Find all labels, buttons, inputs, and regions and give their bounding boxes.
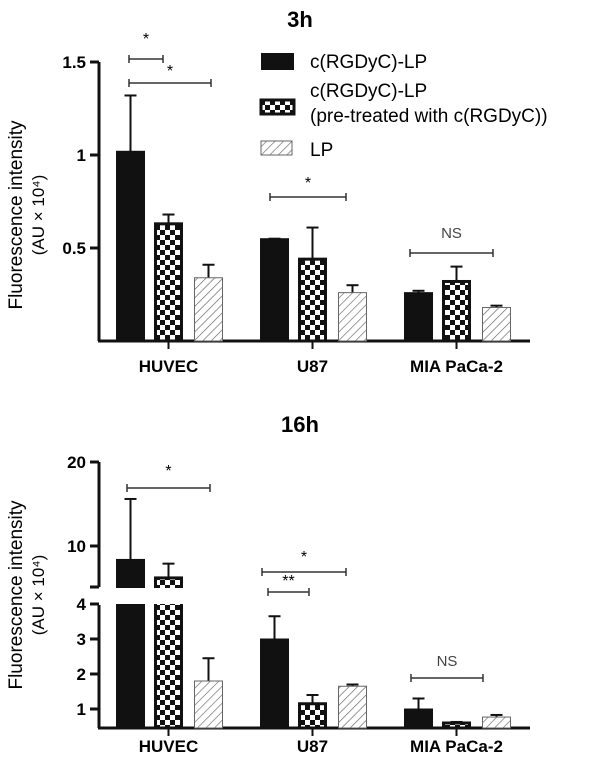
bar bbox=[194, 680, 223, 729]
y-tick-label: 1 bbox=[77, 700, 86, 719]
x-category-label: HUVEC bbox=[139, 357, 199, 376]
bar bbox=[298, 702, 327, 730]
x-category-label: HUVEC bbox=[139, 737, 199, 756]
y-tick-label: 10 bbox=[67, 537, 86, 556]
y-tick-label: 1.5 bbox=[62, 53, 86, 72]
bar bbox=[116, 558, 145, 729]
significance-label: * bbox=[305, 175, 311, 192]
significance-label: NS bbox=[437, 653, 458, 670]
svg-text:c(RGDyC)-LP: c(RGDyC)-LP bbox=[310, 81, 427, 102]
svg-text:(AU × 10⁴): (AU × 10⁴) bbox=[29, 555, 48, 636]
legend-item-checker: c(RGDyC)-LP (pre-treated with c(RGDyC)) bbox=[259, 81, 548, 127]
svg-text:(pre-treated with c(RGDyC)): (pre-treated with c(RGDyC)) bbox=[310, 106, 548, 127]
bar bbox=[116, 150, 145, 342]
bar bbox=[338, 685, 367, 729]
y-axis-label: Fluorescence intensity (AU × 10⁴) bbox=[6, 500, 48, 690]
chart-title: 3h bbox=[287, 7, 313, 32]
bar bbox=[154, 222, 183, 343]
chart-16h: 16h Fluorescence intensity (AU × 10⁴) 1 2… bbox=[6, 412, 530, 756]
legend-item-solid: c(RGDyC)-LP bbox=[261, 52, 427, 73]
x-category-label: U87 bbox=[297, 357, 328, 376]
y-axis-label: Fluorescence intensity (AU × 10⁴) bbox=[6, 120, 48, 310]
legend: c(RGDyC)-LP c(RGDyC)-LP (pre-treated wit… bbox=[259, 52, 548, 161]
bar bbox=[404, 292, 433, 342]
svg-text:Fluorescence intensity: Fluorescence intensity bbox=[6, 120, 27, 310]
chart-title: 16h bbox=[281, 412, 319, 437]
bar bbox=[442, 279, 471, 343]
bar bbox=[442, 721, 471, 730]
bar bbox=[482, 716, 511, 729]
significance-label: * bbox=[143, 31, 149, 48]
bar bbox=[338, 292, 367, 342]
y-tick-label: 0.5 bbox=[62, 239, 86, 258]
significance-label: NS bbox=[441, 225, 462, 242]
bar bbox=[404, 708, 433, 729]
y-tick-label: 1 bbox=[77, 146, 86, 165]
chart-3h: 3h Fluorescence intensity (AU × 10⁴) 0.5… bbox=[6, 7, 548, 376]
bar bbox=[260, 238, 289, 342]
y-tick-label: 3 bbox=[77, 630, 86, 649]
svg-text:Fluorescence intensity: Fluorescence intensity bbox=[6, 500, 27, 690]
svg-text:LP: LP bbox=[310, 140, 333, 161]
x-category-label: MIA PaCa-2 bbox=[410, 737, 503, 756]
significance-label: ** bbox=[282, 573, 294, 590]
significance-label: * bbox=[301, 549, 307, 566]
bar bbox=[194, 277, 223, 342]
y-tick-label: 2 bbox=[77, 665, 86, 684]
svg-text:(AU × 10⁴): (AU × 10⁴) bbox=[29, 175, 48, 256]
svg-text:c(RGDyC)-LP: c(RGDyC)-LP bbox=[310, 52, 427, 73]
x-category-label: U87 bbox=[297, 737, 328, 756]
bar bbox=[482, 307, 511, 342]
plot-area: 0.5 1 1.5 HUVEC U87 MIA PaCa-2 * * * NS bbox=[62, 31, 530, 376]
legend-item-hatch: LP bbox=[260, 140, 333, 161]
y-tick-label: 20 bbox=[67, 453, 86, 472]
significance-label: * bbox=[167, 63, 173, 80]
y-tick-label: 4 bbox=[77, 595, 87, 614]
significance-label: * bbox=[165, 463, 171, 480]
bar bbox=[298, 257, 327, 343]
bar bbox=[260, 638, 289, 729]
x-category-label: MIA PaCa-2 bbox=[410, 357, 503, 376]
